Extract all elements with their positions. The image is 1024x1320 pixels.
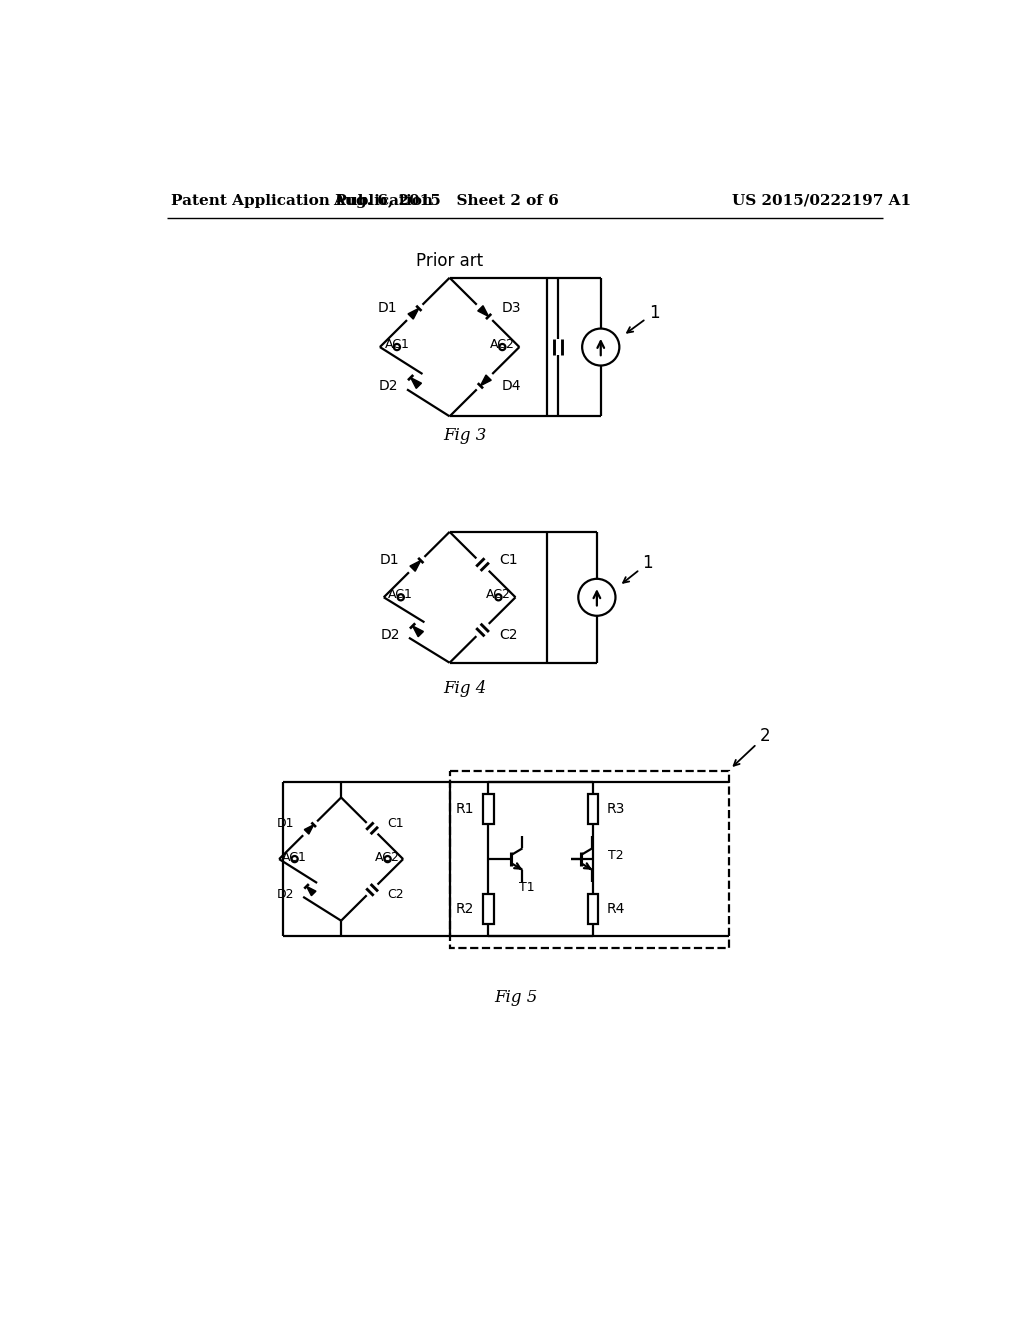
Text: D2: D2 <box>278 888 295 902</box>
Polygon shape <box>408 309 419 319</box>
Polygon shape <box>478 306 488 317</box>
Text: D1: D1 <box>380 553 399 568</box>
Polygon shape <box>411 378 422 388</box>
Text: Prior art: Prior art <box>416 252 483 269</box>
Text: T1: T1 <box>519 880 535 894</box>
Polygon shape <box>306 886 316 896</box>
Text: D4: D4 <box>502 379 521 393</box>
Text: C2: C2 <box>388 888 404 902</box>
Bar <box>588 795 598 824</box>
Text: Patent Application Publication: Patent Application Publication <box>171 194 432 207</box>
Text: 1: 1 <box>627 304 659 333</box>
Text: D2: D2 <box>380 627 399 642</box>
Text: R4: R4 <box>607 902 626 916</box>
Text: D3: D3 <box>502 301 521 314</box>
Text: C2: C2 <box>500 627 518 642</box>
Bar <box>483 795 494 824</box>
Text: Fig 5: Fig 5 <box>494 989 538 1006</box>
Text: AC1: AC1 <box>384 338 410 351</box>
Text: AC2: AC2 <box>489 338 515 351</box>
Polygon shape <box>304 825 313 834</box>
Text: Fig 3: Fig 3 <box>443 428 486 444</box>
Bar <box>483 895 494 924</box>
Text: T2: T2 <box>608 849 624 862</box>
Polygon shape <box>413 626 424 636</box>
Text: C1: C1 <box>500 553 518 568</box>
Text: AC2: AC2 <box>375 850 400 863</box>
Text: R3: R3 <box>607 803 626 816</box>
Text: AC1: AC1 <box>388 589 414 601</box>
Text: D1: D1 <box>278 817 295 830</box>
Text: Fig 4: Fig 4 <box>443 680 486 697</box>
Bar <box>450 771 729 948</box>
Text: AC1: AC1 <box>283 850 307 863</box>
Text: Aug. 6, 2015   Sheet 2 of 6: Aug. 6, 2015 Sheet 2 of 6 <box>333 194 559 207</box>
Text: R1: R1 <box>456 803 474 816</box>
Text: US 2015/0222197 A1: US 2015/0222197 A1 <box>732 194 911 207</box>
Text: AC2: AC2 <box>486 589 511 601</box>
Polygon shape <box>480 375 492 385</box>
Text: C1: C1 <box>388 817 404 830</box>
Text: 1: 1 <box>623 554 653 582</box>
Text: 2: 2 <box>733 727 770 766</box>
Text: D2: D2 <box>378 379 397 393</box>
Polygon shape <box>410 561 421 572</box>
Text: D1: D1 <box>378 301 397 314</box>
Bar <box>588 895 598 924</box>
Text: R2: R2 <box>456 902 474 916</box>
